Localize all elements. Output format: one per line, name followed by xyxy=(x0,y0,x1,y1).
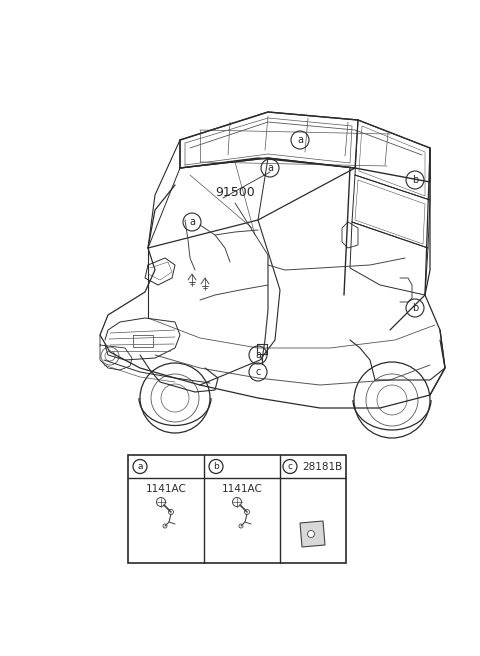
Text: 1141AC: 1141AC xyxy=(222,484,263,494)
Text: b: b xyxy=(412,303,418,313)
Circle shape xyxy=(308,531,314,537)
Text: a: a xyxy=(189,217,195,227)
Text: c: c xyxy=(288,462,292,471)
Text: c: c xyxy=(255,367,261,377)
Text: a: a xyxy=(137,462,143,471)
Text: 28181B: 28181B xyxy=(302,462,342,472)
Text: 91500: 91500 xyxy=(215,186,255,199)
Text: b: b xyxy=(412,175,418,185)
Text: a: a xyxy=(267,163,273,173)
Text: a: a xyxy=(297,135,303,145)
Text: a: a xyxy=(255,350,261,360)
Text: b: b xyxy=(213,462,219,471)
Polygon shape xyxy=(300,521,325,547)
Text: 1141AC: 1141AC xyxy=(145,484,186,494)
Bar xyxy=(128,455,346,563)
